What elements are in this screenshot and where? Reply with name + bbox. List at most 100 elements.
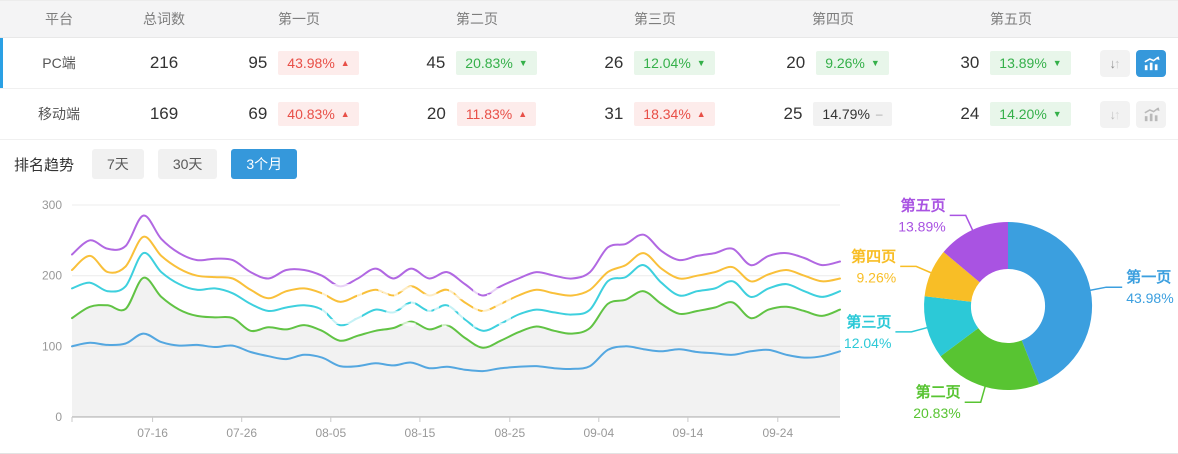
change-pct: 11.83% bbox=[465, 106, 513, 122]
rank-table-header: 平台 总词数 第一页 第二页 第三页 第四页 第五页 bbox=[0, 0, 1178, 38]
label-leader-line bbox=[964, 384, 987, 403]
change-badge: 18.34% ▲ bbox=[634, 102, 715, 126]
platform-label: PC端 bbox=[42, 55, 76, 71]
x-tick-label: 09-04 bbox=[583, 426, 614, 440]
change-badge: 14.20% ▼ bbox=[990, 102, 1071, 126]
pie-label-pct: 20.83% bbox=[913, 405, 960, 421]
trend-arrow-icon: ▼ bbox=[518, 57, 528, 68]
trend-line-第二页 bbox=[71, 276, 841, 349]
trend-arrow-icon: ▲ bbox=[518, 108, 528, 119]
page2-cell: 20 11.83% ▲ bbox=[388, 102, 566, 126]
trend-line-第一页 bbox=[71, 332, 841, 373]
page5-cell: 30 13.89% ▼ bbox=[922, 51, 1100, 75]
pie-slice-第二页[interactable] bbox=[940, 328, 1039, 391]
page-count: 26 bbox=[604, 53, 624, 72]
label-leader-line bbox=[900, 265, 933, 275]
total-words-value: 216 bbox=[149, 53, 179, 72]
change-pct: 18.34% bbox=[643, 106, 691, 122]
y-tick-label: 300 bbox=[42, 198, 62, 212]
change-badge: 13.89% ▼ bbox=[990, 51, 1071, 75]
page3-cell: 26 12.04% ▼ bbox=[566, 51, 744, 75]
change-badge: 12.04% ▼ bbox=[634, 51, 715, 75]
change-badge: 9.26% ▼ bbox=[816, 51, 889, 75]
page-count: 24 bbox=[960, 104, 980, 123]
pie-slice-第四页[interactable] bbox=[924, 252, 980, 302]
row-actions: ↓ ↑ bbox=[1100, 49, 1178, 77]
change-pct: 40.83% bbox=[287, 106, 335, 122]
change-pct: 20.83% bbox=[465, 55, 513, 71]
header-total-words: 总词数 bbox=[143, 11, 185, 27]
line-chart-svg: 0 100 200 300 07-16 07-26 08-05 08-15 08-25 09-04… bbox=[42, 198, 841, 440]
change-pct: 43.98% bbox=[287, 55, 335, 71]
pie-slice-第五页[interactable] bbox=[943, 221, 1008, 283]
row-actions: ↓ ↑ bbox=[1100, 100, 1178, 128]
change-pct: 12.04% bbox=[643, 55, 691, 71]
rank-sort-button[interactable]: ↓ ↑ bbox=[1100, 49, 1130, 77]
table-row-pc[interactable]: PC端 216 95 43.98% ▲ 45 20.83% ▼ 26 12.04% ▼… bbox=[0, 38, 1178, 89]
label-leader-line bbox=[1088, 286, 1123, 292]
rank-sort-button[interactable]: ↓ ↑ bbox=[1100, 100, 1130, 128]
trend-arrow-icon: ▼ bbox=[870, 57, 880, 68]
page-distribution-donut: 第一页 43.98% 第二页 20.83% 第三页 12.04% 第四页 9.26% 第五页 13… bbox=[844, 148, 1178, 454]
y-tick-label: 100 bbox=[42, 339, 62, 353]
trend-arrow-icon: ▲ bbox=[340, 57, 350, 68]
tab-3-months[interactable]: 3个月 bbox=[231, 149, 298, 179]
x-tick-label: 08-15 bbox=[405, 426, 436, 440]
header-page-2: 第二页 bbox=[456, 11, 498, 27]
bar-chart-trend-icon bbox=[1143, 106, 1159, 121]
pie-label-pct: 13.89% bbox=[898, 218, 945, 234]
y-tick-label: 200 bbox=[42, 269, 62, 283]
series-area-fill bbox=[72, 277, 840, 417]
x-tick-label: 07-26 bbox=[226, 426, 257, 440]
x-tick-label: 08-05 bbox=[315, 426, 346, 440]
change-badge: 14.79% – bbox=[813, 102, 892, 126]
trend-line-第五页 bbox=[71, 214, 841, 297]
page-count: 69 bbox=[248, 104, 268, 123]
pie-slice-第三页[interactable] bbox=[924, 296, 979, 357]
tab-30-days[interactable]: 30天 bbox=[157, 149, 218, 179]
header-page-5: 第五页 bbox=[990, 11, 1032, 27]
x-tick-label: 07-16 bbox=[137, 426, 168, 440]
page-count: 25 bbox=[783, 104, 803, 123]
trend-toolbar: 排名趋势 7天 30天 3个月 bbox=[0, 149, 1178, 179]
platform-label: 移动端 bbox=[38, 106, 80, 122]
trend-arrow-icon: ▼ bbox=[696, 57, 706, 68]
bar-chart-trend-icon bbox=[1143, 55, 1159, 70]
charts-area: 0 100 200 300 07-16 07-26 08-05 08-15 08-25 09-04… bbox=[0, 148, 1178, 454]
trend-title: 排名趋势 bbox=[14, 156, 75, 174]
pie-label-pct: 9.26% bbox=[856, 269, 896, 285]
trend-line-第四页 bbox=[71, 235, 841, 313]
pie-label-pct: 12.04% bbox=[845, 335, 891, 351]
change-pct: 14.79% bbox=[822, 106, 870, 122]
trend-arrow-icon: ▲ bbox=[340, 108, 350, 119]
pie-label-name: 第二页 bbox=[916, 383, 961, 401]
trend-chart-button[interactable] bbox=[1136, 49, 1166, 77]
trend-chart-button[interactable] bbox=[1136, 100, 1166, 128]
page-count: 20 bbox=[786, 53, 806, 72]
table-row-mobile[interactable]: 移动端 169 69 40.83% ▲ 20 11.83% ▲ 31 18.34% ▲… bbox=[0, 89, 1178, 140]
page-count: 31 bbox=[604, 104, 624, 123]
header-platform: 平台 bbox=[45, 11, 73, 27]
tab-7-days[interactable]: 7天 bbox=[92, 149, 144, 179]
page4-cell: 20 9.26% ▼ bbox=[744, 51, 922, 75]
pie-slice-第一页[interactable] bbox=[1008, 221, 1093, 385]
x-tick-label: 08-25 bbox=[494, 426, 525, 440]
page3-cell: 31 18.34% ▲ bbox=[566, 102, 744, 126]
trend-arrow-icon: ▲ bbox=[696, 108, 706, 119]
arrow-up-icon: ↑ bbox=[1114, 106, 1121, 122]
change-pct: 13.89% bbox=[999, 55, 1047, 71]
page-count: 95 bbox=[248, 53, 268, 72]
change-pct: 14.20% bbox=[999, 106, 1047, 122]
donut-chart-svg: 第一页 43.98% 第二页 20.83% 第三页 12.04% 第四页 9.26% 第五页 13… bbox=[844, 196, 1174, 421]
page-count: 30 bbox=[960, 53, 980, 72]
page1-cell: 69 40.83% ▲ bbox=[210, 102, 388, 126]
header-page-3: 第三页 bbox=[634, 11, 676, 27]
page2-cell: 45 20.83% ▼ bbox=[388, 51, 566, 75]
pie-label-name: 第四页 bbox=[851, 247, 896, 265]
change-pct: 9.26% bbox=[825, 55, 865, 71]
x-tick-label: 09-24 bbox=[762, 426, 793, 440]
label-leader-line bbox=[949, 214, 974, 233]
header-page-4: 第四页 bbox=[812, 11, 854, 27]
header-page-1: 第一页 bbox=[278, 11, 320, 27]
change-badge: 43.98% ▲ bbox=[278, 51, 359, 75]
